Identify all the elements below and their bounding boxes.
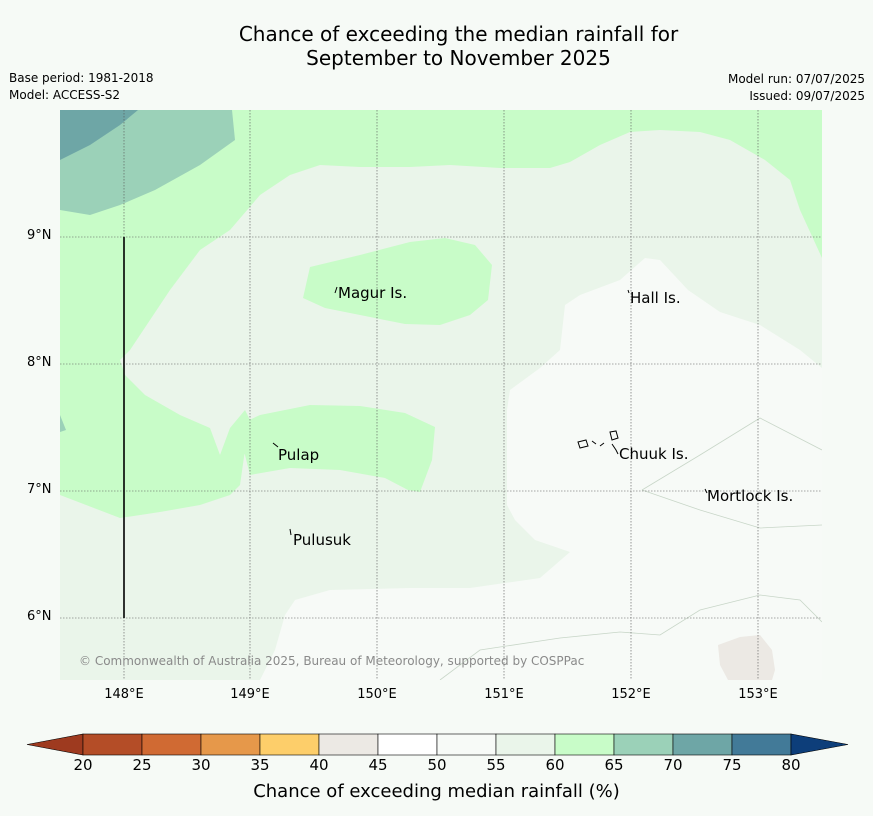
island-label-hall: Hall Is. [630,289,681,307]
colorbar-tick-label: 80 [781,756,801,774]
contour-east [641,417,822,491]
island-label-magur: Magur Is. [338,284,407,302]
colorbar-bin [613,733,674,756]
colorbar-extension-low [26,733,84,756]
rainfall-map: Magur Is. Hall Is. Pulap Chuuk Is. Pulus… [60,110,822,680]
colorbar-bin [436,733,497,756]
colorbar-tick-label: 30 [191,756,211,774]
colorbar-tick-label: 75 [722,756,742,774]
title-line-1: Chance of exceeding the median rainfall … [238,22,679,46]
lon-label-149e: 149°E [230,687,270,702]
lat-label-8n: 8°N [27,355,52,370]
colorbar-tick-label: 40 [309,756,329,774]
island-label-chuuk: Chuuk Is. [619,445,688,463]
colorbar-tick-label: 70 [663,756,683,774]
colorbar-bin [259,733,320,756]
band-60-65-magur [303,238,492,325]
colorbar-bin [495,733,556,756]
colorbar-tick-label: 45 [368,756,388,774]
band-65-70 [60,110,235,215]
island-label-pulusuk: Pulusuk [293,531,351,549]
lat-label-9n: 9°N [27,228,52,243]
colorbar-tick-label: 35 [250,756,270,774]
band-60-65-pulap [232,405,435,492]
colorbar-tick-label: 25 [132,756,152,774]
title-line-2: September to November 2025 [306,46,611,70]
lat-label-6n: 6°N [27,609,52,624]
colorbar-bin [554,733,615,756]
colorbar-tick-label: 20 [73,756,93,774]
band-70-75 [60,110,138,160]
colorbar-label: Chance of exceeding median rainfall (%) [253,781,620,802]
band-50-55 [260,258,822,680]
colorbar-tick-label: 60 [545,756,565,774]
band-65-70-small [60,415,66,432]
base-period: Base period: 1981-2018 [9,71,154,85]
contour-south [439,594,822,680]
island-label-mortlock: Mortlock Is. [707,487,793,505]
colorbar-bin [672,733,733,756]
colorbar [26,733,849,756]
colorbar-bin [377,733,438,756]
colorbar-bin [318,733,379,756]
contour-east-2 [641,489,822,529]
copyright-notice: © Commonwealth of Australia 2025, Bureau… [79,654,585,668]
lon-label-148e: 148°E [104,687,144,702]
island-label-pulap: Pulap [278,446,319,464]
colorbar-bin [82,733,143,756]
issued-date: Issued: 09/07/2025 [749,89,865,103]
gridlines [60,110,822,680]
lon-label-151e: 151°E [484,687,524,702]
island-markers [272,286,708,536]
colorbar-tick-label: 55 [486,756,506,774]
meta-right: Model run: 07/07/2025 Issued: 09/07/2025 [728,71,865,105]
colorbar-bin [200,733,261,756]
model-run: Model run: 07/07/2025 [727,72,865,86]
lon-label-150e: 150°E [357,687,397,702]
map-title: Chance of exceeding the median rainfall … [0,22,873,70]
model-name: Model: ACCESS-S2 [9,88,121,102]
meta-left: Base period: 1981-2018 Model: ACCESS-S2 [9,70,154,104]
lat-label-7n: 7°N [27,482,52,497]
colorbar-tick-label: 65 [604,756,624,774]
colorbar-extension-high [790,733,849,756]
colorbar-bin [731,733,792,756]
lon-label-152e: 152°E [611,687,651,702]
lon-label-153e: 153°E [738,687,778,702]
colorbar-tick-label: 50 [427,756,447,774]
band-40-45 [718,635,775,680]
colorbar-bin [141,733,202,756]
